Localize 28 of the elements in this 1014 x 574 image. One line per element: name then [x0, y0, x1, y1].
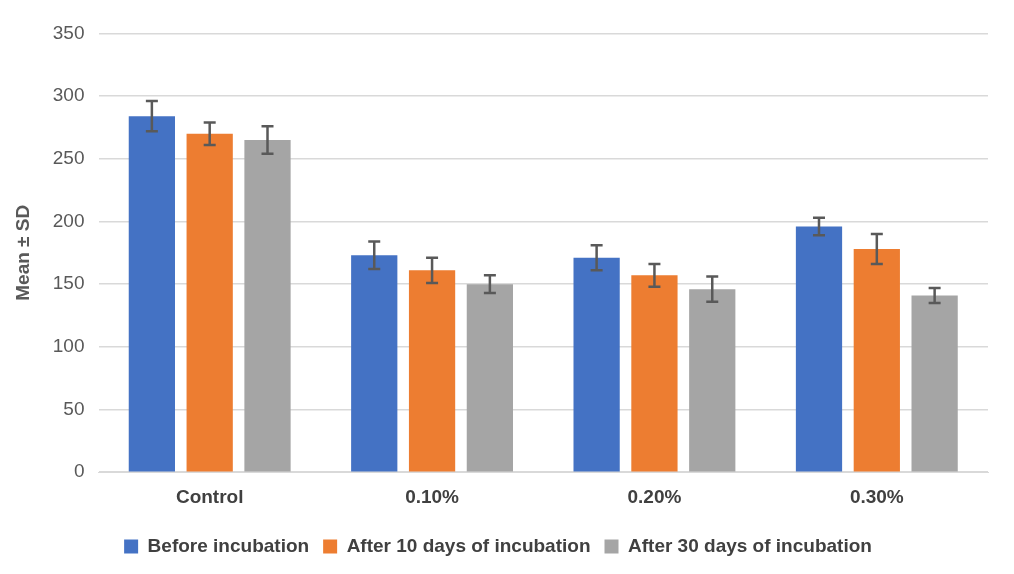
- bar: [244, 139, 291, 472]
- y-tick-label: 250: [52, 147, 85, 169]
- legend-label: After 10 days of incubation: [346, 534, 591, 556]
- legend-label: Before incubation: [147, 534, 310, 556]
- legend-label: After 30 days of incubation: [628, 534, 872, 556]
- y-tick-label: 100: [52, 335, 85, 357]
- y-axis-title: Mean ± SD: [11, 204, 33, 301]
- x-tick-label: Control: [175, 485, 244, 507]
- x-tick-label: 0.30%: [849, 485, 904, 507]
- y-tick-label: 300: [52, 84, 85, 106]
- y-tick-label: 350: [52, 21, 85, 43]
- bar: [853, 249, 900, 472]
- bar: [408, 270, 456, 472]
- bar: [186, 133, 233, 472]
- y-tick-label: 50: [63, 397, 85, 419]
- bar: [795, 226, 843, 472]
- bar: [689, 289, 736, 472]
- bar: [466, 284, 514, 472]
- bar: [911, 295, 958, 472]
- bar: [351, 255, 398, 472]
- bar: [573, 257, 620, 472]
- y-tick-label: 0: [73, 460, 85, 482]
- x-tick-label: 0.20%: [627, 485, 682, 507]
- bar: [128, 116, 175, 472]
- x-tick-label: 0.10%: [405, 485, 460, 507]
- y-tick-label: 200: [52, 209, 85, 231]
- y-tick-label: 150: [52, 272, 85, 294]
- bar: [631, 275, 678, 472]
